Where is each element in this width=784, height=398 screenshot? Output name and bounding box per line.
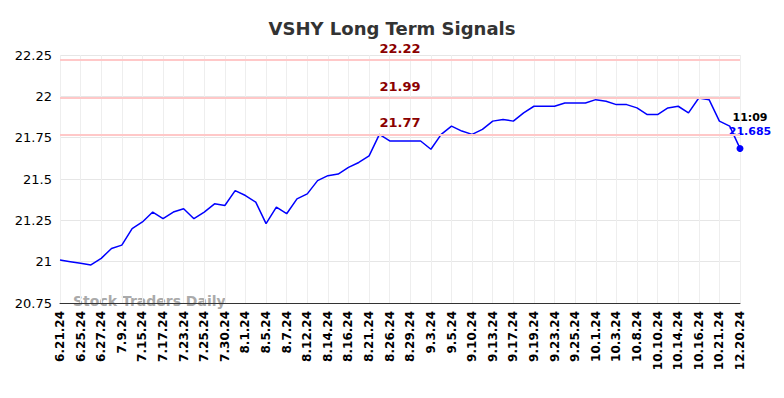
svg-text:21.99: 21.99: [379, 79, 420, 94]
svg-text:8.1.24: 8.1.24: [238, 311, 252, 354]
svg-text:7.23.24: 7.23.24: [177, 311, 191, 362]
svg-text:9.10.24: 9.10.24: [465, 311, 479, 362]
svg-text:21.685: 21.685: [729, 125, 771, 138]
svg-text:21.5: 21.5: [23, 172, 52, 187]
svg-text:8.29.24: 8.29.24: [403, 311, 417, 362]
svg-text:8.12.24: 8.12.24: [300, 311, 314, 362]
svg-text:21.77: 21.77: [379, 115, 420, 130]
svg-text:9.3.24: 9.3.24: [424, 311, 438, 354]
svg-text:Stock Traders Daily: Stock Traders Daily: [73, 293, 226, 309]
svg-text:8.14.24: 8.14.24: [321, 311, 335, 362]
svg-text:22: 22: [35, 89, 52, 104]
svg-text:8.5.24: 8.5.24: [259, 311, 273, 354]
svg-text:10.1.24: 10.1.24: [589, 311, 603, 362]
svg-text:22.22: 22.22: [379, 41, 420, 56]
svg-text:11:09: 11:09: [732, 111, 767, 124]
svg-text:9.13.24: 9.13.24: [486, 311, 500, 362]
svg-text:7.15.24: 7.15.24: [135, 311, 149, 362]
svg-text:9.19.24: 9.19.24: [527, 311, 541, 362]
svg-text:6.21.24: 6.21.24: [53, 311, 67, 362]
svg-text:21.75: 21.75: [15, 130, 52, 145]
svg-text:12.20.24: 12.20.24: [733, 311, 747, 370]
svg-text:8.7.24: 8.7.24: [280, 311, 294, 354]
svg-text:10.16.24: 10.16.24: [692, 311, 706, 370]
svg-text:VSHY Long Term Signals: VSHY Long Term Signals: [269, 18, 516, 39]
svg-text:21.25: 21.25: [15, 213, 52, 228]
svg-text:7.17.24: 7.17.24: [156, 311, 170, 362]
svg-text:8.26.24: 8.26.24: [383, 311, 397, 362]
svg-text:10.3.24: 10.3.24: [609, 311, 623, 362]
svg-text:7.9.24: 7.9.24: [115, 311, 129, 354]
svg-text:9.25.24: 9.25.24: [568, 311, 582, 362]
svg-text:10.8.24: 10.8.24: [630, 311, 644, 362]
svg-text:9.5.24: 9.5.24: [445, 311, 459, 354]
svg-text:7.30.24: 7.30.24: [218, 311, 232, 362]
svg-text:10.10.24: 10.10.24: [651, 311, 665, 370]
svg-text:21: 21: [35, 254, 52, 269]
svg-text:10.21.24: 10.21.24: [712, 311, 726, 370]
svg-text:7.25.24: 7.25.24: [197, 311, 211, 362]
svg-text:20.75: 20.75: [15, 296, 52, 311]
svg-text:10.14.24: 10.14.24: [671, 311, 685, 370]
svg-text:9.23.24: 9.23.24: [548, 311, 562, 362]
svg-text:22.25: 22.25: [15, 48, 52, 63]
svg-text:8.21.24: 8.21.24: [362, 311, 376, 362]
svg-text:8.16.24: 8.16.24: [341, 311, 355, 362]
svg-text:6.25.24: 6.25.24: [74, 311, 88, 362]
svg-text:6.27.24: 6.27.24: [94, 311, 108, 362]
svg-text:9.17.24: 9.17.24: [506, 311, 520, 362]
